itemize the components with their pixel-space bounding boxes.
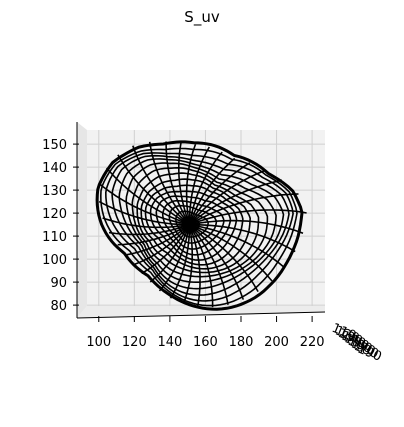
wireframe-radial-line — [189, 193, 299, 226]
wireframe-radial-line — [188, 146, 210, 225]
wireframe-ring — [111, 154, 290, 296]
x-tick-label: 100 — [86, 335, 111, 350]
wireframe-ring — [149, 190, 238, 261]
wireframe-radial-line — [165, 141, 191, 225]
z-tick-label: 110 — [42, 230, 67, 245]
z-tick-label: 130 — [42, 184, 67, 199]
wireframe-radial-line — [189, 209, 307, 226]
wireframe-radial-line — [189, 223, 296, 253]
wireframe-radial-line — [158, 224, 191, 292]
wireframe-radial-line — [117, 223, 190, 246]
wireframe-radial-line — [188, 169, 266, 226]
wireframe-radial-line — [182, 224, 193, 304]
wireframe-radial-line — [188, 223, 259, 293]
z-tick-labels: 80 90 100 110 120 130 140 150 — [42, 138, 79, 314]
wireframe-ring — [95, 140, 304, 311]
x-tick-label: 220 — [300, 335, 325, 350]
wireframe-radial-line — [188, 224, 229, 305]
wireframe-radial-line — [108, 223, 190, 236]
z-tick-label: 100 — [42, 253, 67, 268]
x-axis-line — [76, 311, 326, 319]
wireframe-radial-line — [188, 162, 251, 226]
wireframe-ring — [99, 147, 298, 307]
wireframe-ring — [144, 184, 244, 266]
wireframe-ring — [140, 178, 252, 270]
z-tick-label: 90 — [50, 276, 67, 291]
wireframe-radial-line — [178, 141, 191, 225]
wireframe-radial-line — [169, 224, 191, 299]
wireframe-radial-line — [188, 179, 283, 226]
x-tick-label: 160 — [193, 335, 218, 350]
wireframe-radial-line — [188, 157, 236, 225]
wireframe-radial-line — [117, 154, 190, 226]
floor-pane — [77, 306, 325, 318]
x-tick-label: 180 — [229, 335, 254, 350]
z-tick-label: 150 — [42, 138, 67, 153]
wireframe-radial-line — [189, 223, 285, 269]
wireframe-radial-line — [132, 145, 190, 226]
wireframe-radial-line — [149, 224, 191, 283]
wireframe-radial-line — [99, 183, 190, 226]
wireframe-radial-line — [189, 219, 304, 234]
wireframe-ring — [161, 199, 225, 250]
y-tick-label: 190 — [355, 342, 384, 365]
wireframe-radial-line — [98, 200, 190, 226]
wireframe-radial-line — [188, 224, 214, 308]
wireframe-radial-line — [188, 151, 223, 225]
wireframe-radial-line — [133, 224, 191, 266]
wireframe-radial-line — [188, 223, 245, 300]
wireframe-radial-line — [141, 224, 191, 275]
x-tick-labels: 100 120 140 160 180 200 220 — [86, 316, 325, 350]
wireframe-ring — [155, 195, 232, 256]
wireframe-radial-line — [126, 223, 190, 256]
wireframe-ring — [118, 158, 285, 290]
x-tick-label: 120 — [122, 335, 147, 350]
wireframe-radial-line — [105, 167, 190, 226]
chart-title: S_uv — [184, 8, 220, 26]
z-tick-label: 80 — [50, 299, 67, 314]
side-pane — [77, 122, 87, 318]
z-tick-label: 140 — [42, 161, 67, 176]
x-tick-label: 140 — [157, 335, 182, 350]
wireframe-radial-line — [185, 143, 197, 225]
z-tick-label: 120 — [42, 207, 67, 222]
wireframe-radial-line — [189, 223, 273, 282]
wireframe-radial-line — [188, 224, 201, 307]
x-tick-label: 200 — [264, 335, 289, 350]
wireframe-radial-line — [148, 141, 191, 226]
axes — [76, 122, 326, 319]
wireframe-ring — [136, 172, 260, 274]
wireframe-radial-line — [102, 217, 190, 229]
wireframe-ring — [104, 152, 294, 302]
wireframe-surface — [95, 140, 307, 311]
